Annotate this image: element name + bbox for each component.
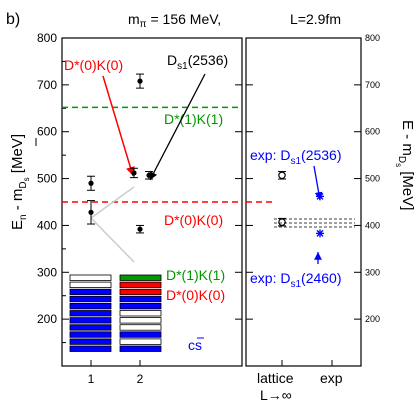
mpi-prefix: m <box>128 11 140 27</box>
level-bar-cs <box>69 317 112 324</box>
right-y-ticks: 200 300 400 500 600 700 800 <box>246 33 380 324</box>
mpi-sub: π <box>140 19 147 30</box>
data-point <box>137 226 143 232</box>
level-bar-cs <box>69 324 112 331</box>
right-y-tick-label: 300 <box>365 267 380 277</box>
left-y-tick-label: 600 <box>37 125 57 139</box>
level-bar-cs <box>119 302 162 310</box>
mpi-value: = 156 MeV, <box>147 11 222 27</box>
level-bar-empty <box>119 310 162 317</box>
left-y-tick-label: 300 <box>37 265 57 279</box>
level-bar-cs <box>69 338 112 345</box>
legend-label-red: D*(0)K(0) <box>166 287 225 303</box>
level-bar-cs <box>119 345 162 352</box>
right-panel-frame <box>245 37 362 367</box>
lattice-point <box>278 171 286 180</box>
exp-label-2536: exp: Ds1(2536) <box>250 147 342 167</box>
gray-link-upper <box>90 186 135 219</box>
xlabel-L-infinity: L→∞ <box>260 387 292 403</box>
level-bar-cs <box>69 295 112 303</box>
data-point <box>88 180 94 186</box>
level-bar-cs <box>69 288 112 296</box>
level-bar-cs <box>119 295 162 303</box>
xtick-lattice: lattice <box>257 370 294 386</box>
left-y-ticks: 200 300 400 500 600 700 800 <box>37 31 242 344</box>
gray-link-lower <box>90 217 135 263</box>
level-bar-dstar0-k0 <box>119 288 162 296</box>
data-point <box>131 170 137 176</box>
arrow-red <box>102 75 135 177</box>
right-y-tick-label: 400 <box>365 220 380 230</box>
right-y-tick-label: 200 <box>365 314 380 324</box>
level-bar-cs <box>69 310 112 317</box>
right-y-tick-label: 600 <box>365 127 380 137</box>
data-points <box>87 73 324 238</box>
level-bar-empty <box>69 274 112 281</box>
label-ds1-2536: Ds1(2536) <box>167 52 228 72</box>
legend-label-cs: cs <box>188 337 202 353</box>
exp-label-2460: exp: Ds1(2460) <box>250 270 342 290</box>
label-dstar1-k1-threshold: D*(1)K(1) <box>164 111 223 127</box>
x-tick-label: 2 <box>137 372 144 386</box>
arrow-blue-2536 <box>313 165 323 201</box>
x-tick-label: 1 <box>88 372 95 386</box>
level-bar-empty <box>119 338 162 345</box>
left-y-tick-label: 700 <box>37 78 57 92</box>
level-bar-cs <box>69 302 112 310</box>
label-dstar0-k0-top: D*(0)K(0) <box>64 57 123 73</box>
level-bar-cs <box>69 331 112 338</box>
arrow-black <box>149 73 206 181</box>
right-y-tick-label: 500 <box>365 174 380 184</box>
level-bars-column-1 <box>69 274 112 352</box>
level-bar-empty <box>69 281 112 289</box>
lattice-point <box>278 218 286 226</box>
level-bar-cs <box>119 331 162 338</box>
right-y-tick-label: 700 <box>365 80 380 90</box>
left-y-axis-label: En - mDs [MeV] <box>9 134 31 230</box>
left-y-tick-label: 200 <box>37 312 57 326</box>
header-mpi: mπ = 156 MeV, <box>128 11 221 30</box>
level-bar-dstar0-k0 <box>119 281 162 289</box>
header-L: L=2.9fm <box>290 11 341 27</box>
panel-label: b) <box>6 11 20 28</box>
exp-star-point <box>316 229 324 238</box>
level-bar-empty <box>119 324 162 331</box>
level-bar-dstar1-k1 <box>119 274 162 281</box>
left-y-tick-label: 800 <box>37 31 57 45</box>
label-dstar0-k0-threshold: D*(0)K(0) <box>164 212 223 228</box>
left-y-tick-label: 500 <box>37 172 57 186</box>
right-y-tick-label: 800 <box>365 33 380 43</box>
level-bar-empty <box>119 317 162 324</box>
legend-label-green: D*(1)K(1) <box>166 267 225 283</box>
right-y-axis-label: E - mDs [MeV] <box>394 120 415 210</box>
data-point <box>146 172 152 178</box>
exp-star-stroke <box>316 229 324 237</box>
level-bars-column-2 <box>119 274 162 352</box>
level-bar-cs <box>69 345 112 352</box>
left-y-tick-label: 400 <box>37 218 57 232</box>
xtick-exp: exp <box>320 370 343 386</box>
data-point <box>88 209 94 215</box>
data-point <box>137 78 143 84</box>
